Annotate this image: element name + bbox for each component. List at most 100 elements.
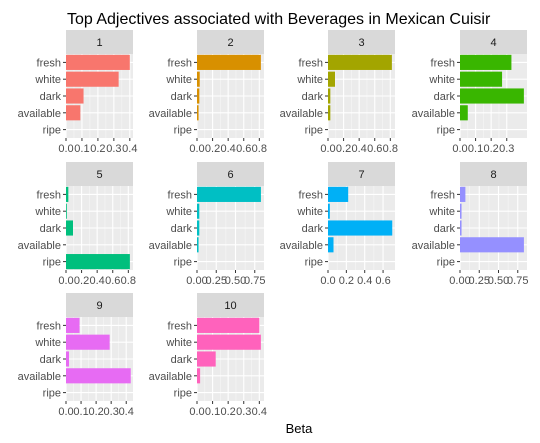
bar-fresh	[197, 55, 261, 70]
facet-strip-label: 7	[358, 169, 364, 181]
facet-strip-label: 6	[227, 169, 233, 181]
bar-dark	[197, 220, 199, 235]
x-tick-label: 0.00	[186, 275, 207, 287]
x-tick-label: 0.0	[58, 143, 73, 155]
category-label: available	[149, 108, 192, 120]
bar-dark	[460, 88, 524, 103]
x-tick-label: 0.50	[225, 275, 246, 287]
x-tick-label: 0.6	[236, 143, 251, 155]
facet-strip-label: 3	[358, 37, 364, 49]
x-tick-label: 0.0	[452, 143, 467, 155]
bar-available	[328, 237, 334, 252]
bar-dark	[66, 351, 69, 366]
x-tick-label: 0.2	[205, 143, 220, 155]
category-label: ripe	[437, 257, 455, 269]
bar-white	[460, 204, 462, 219]
category-label: dark	[171, 223, 193, 235]
bar-white	[197, 72, 200, 87]
x-tick-label: 0.4	[252, 406, 267, 418]
category-label: dark	[302, 223, 324, 235]
facet-panel-3: 3freshwhitedarkavailableripe0.0 0.2 0.4 0.6…	[280, 30, 398, 155]
x-tick-label: 0.1	[74, 143, 89, 155]
category-label: fresh	[168, 57, 192, 69]
category-label: dark	[434, 223, 456, 235]
x-tick-label: 0.2	[339, 275, 354, 287]
bar-white	[66, 72, 119, 87]
bar-fresh	[66, 318, 80, 333]
bar-dark	[197, 88, 199, 103]
x-tick-label: 0.00	[449, 275, 470, 287]
category-label: white	[165, 337, 192, 349]
category-label: ripe	[174, 125, 192, 137]
category-label: fresh	[431, 57, 455, 69]
x-tick-label: 0.6	[375, 275, 390, 287]
category-label: available	[18, 371, 61, 383]
x-tick-label: 0.2	[484, 143, 499, 155]
x-tick-label: 0.0	[189, 406, 204, 418]
bar-fresh	[328, 187, 348, 202]
x-tick-label: 0.2	[90, 143, 105, 155]
bar-ripe	[66, 254, 130, 269]
x-tick-label: 0.0	[58, 275, 73, 287]
x-tick-label: 0.75	[507, 275, 528, 287]
bar-available	[197, 237, 199, 252]
category-label: white	[165, 206, 192, 218]
facet-panel-5: 5freshwhitedarkavailableripe0.0 0.2 0.4 0.6…	[18, 162, 136, 287]
bar-dark	[460, 220, 462, 235]
facet-strip-label: 2	[227, 37, 233, 49]
category-label: white	[296, 206, 323, 218]
bar-white	[328, 72, 335, 87]
x-tick-label: 0.2	[336, 143, 351, 155]
category-label: ripe	[43, 388, 61, 400]
category-label: white	[34, 337, 61, 349]
bar-fresh	[460, 187, 465, 202]
bar-available	[460, 105, 468, 120]
bar-fresh	[197, 318, 259, 333]
category-label: ripe	[43, 257, 61, 269]
category-label: dark	[171, 91, 193, 103]
bar-white	[197, 335, 261, 350]
x-tick-label: 0.0	[58, 406, 73, 418]
category-label: white	[428, 74, 455, 86]
x-tick-label: 0.2	[88, 406, 103, 418]
x-tick-label: 0.6	[367, 143, 382, 155]
x-tick-label: 0.3	[499, 143, 514, 155]
x-tick-label: 0.3	[236, 406, 251, 418]
facet-panel-6: 6 fresh white dark available ripe 0.000.250.50…	[149, 162, 266, 287]
category-label: white	[296, 74, 323, 86]
category-label: dark	[171, 354, 193, 366]
bar-fresh	[197, 187, 261, 202]
facet-panel-7: 7 fresh white dark available ripe 0.0 0.2 0.4 0.6	[280, 162, 395, 287]
x-tick-label: 0.1	[73, 406, 88, 418]
facet-panel-10: 10freshwhitedarkavailableripe0.0 0.1 0.2 0.…	[149, 293, 267, 418]
category-label: fresh	[299, 57, 323, 69]
x-tick-label: 0.1	[468, 143, 483, 155]
category-label: available	[280, 240, 323, 252]
category-label: white	[34, 74, 61, 86]
facet-strip-label: 5	[96, 169, 102, 181]
bar-available	[66, 105, 80, 120]
category-label: fresh	[299, 189, 323, 201]
category-label: fresh	[37, 189, 61, 201]
x-tick-label: 0.25	[469, 275, 490, 287]
bar-dark	[328, 88, 330, 103]
category-label: white	[428, 206, 455, 218]
x-tick-label: 0.25	[206, 275, 227, 287]
category-label: available	[412, 108, 455, 120]
x-tick-label: 0.4	[221, 143, 236, 155]
category-label: dark	[434, 91, 456, 103]
bar-fresh	[66, 187, 68, 202]
bar-white	[460, 72, 502, 87]
bar-available	[197, 368, 200, 383]
bar-fresh	[460, 55, 511, 70]
x-tick-label: 0.50	[488, 275, 509, 287]
category-label: dark	[40, 354, 62, 366]
category-label: fresh	[37, 57, 61, 69]
facet-strip-label: 9	[96, 300, 102, 312]
bar-dark	[328, 220, 392, 235]
bar-dark	[66, 220, 73, 235]
x-tick-label: 0.3	[104, 406, 119, 418]
x-tick-label: 0.6	[105, 275, 120, 287]
